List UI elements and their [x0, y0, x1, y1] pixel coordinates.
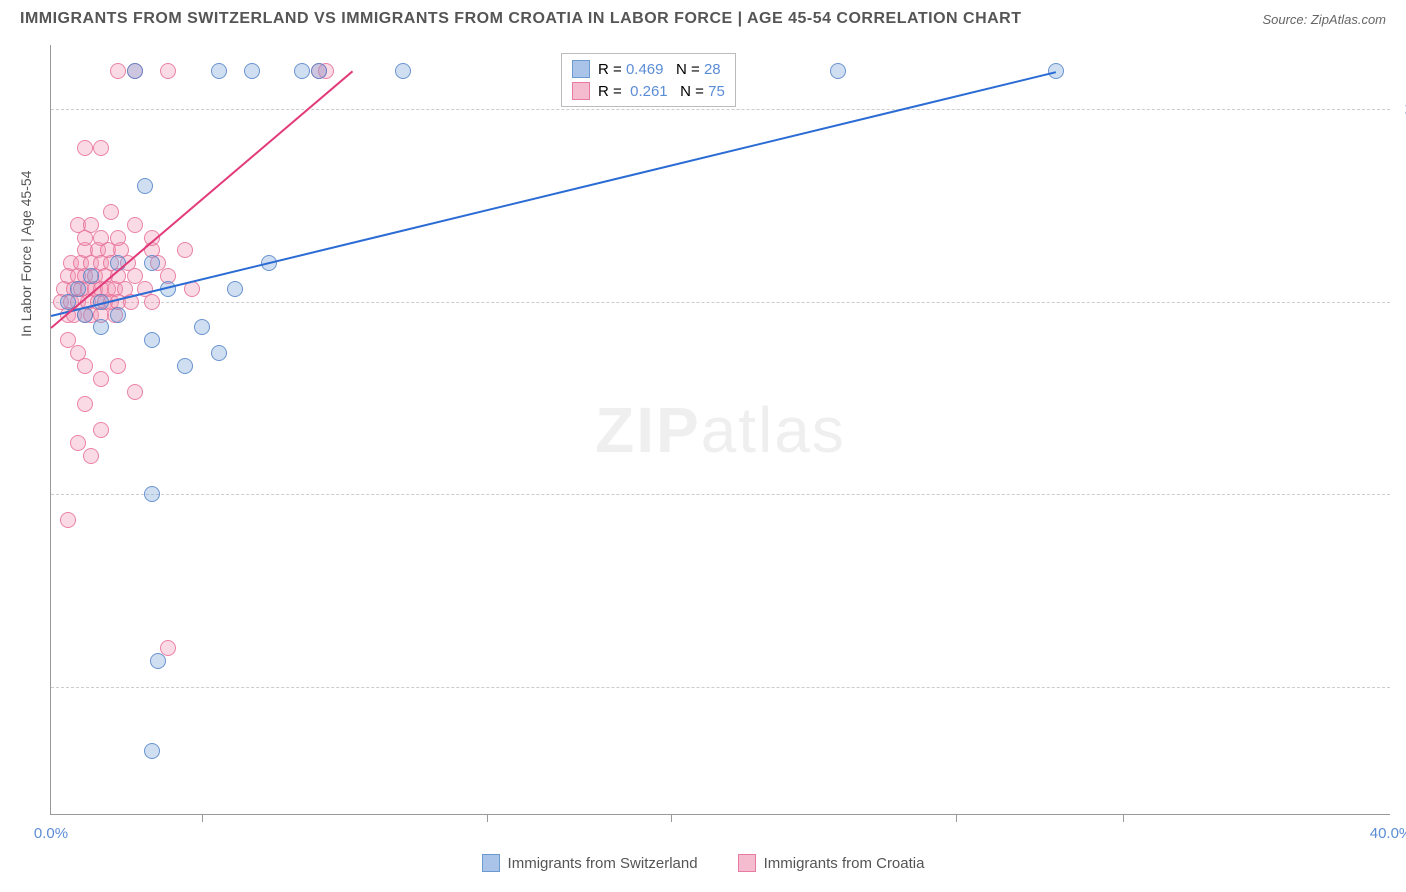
legend-label-a: Immigrants from Switzerland [508, 855, 698, 872]
legend-swatch-a-icon [482, 854, 500, 872]
data-point [177, 358, 193, 374]
data-point [110, 307, 126, 323]
xtick-label: 0.0% [34, 825, 68, 842]
data-point [137, 178, 153, 194]
stats-row-b: R = 0.261 N = 75 [572, 80, 725, 102]
stats-legend: R = 0.469 N = 28 R = 0.261 N = 75 [561, 53, 736, 107]
y-axis-label: In Labor Force | Age 45-54 [18, 171, 34, 337]
legend-item-a: Immigrants from Switzerland [482, 854, 698, 872]
data-point [93, 371, 109, 387]
data-point [70, 281, 86, 297]
legend-swatch-b-icon [738, 854, 756, 872]
data-point [194, 319, 210, 335]
data-point [77, 140, 93, 156]
data-point [150, 653, 166, 669]
data-point [127, 217, 143, 233]
data-point [144, 294, 160, 310]
chart-title: IMMIGRANTS FROM SWITZERLAND VS IMMIGRANT… [20, 10, 1022, 28]
data-point [83, 448, 99, 464]
xtick-minor [956, 814, 957, 822]
data-point [77, 396, 93, 412]
gridline-h [51, 302, 1390, 303]
watermark: ZIPatlas [595, 393, 846, 467]
xtick-minor [671, 814, 672, 822]
data-point [160, 63, 176, 79]
data-point [244, 63, 260, 79]
data-point [144, 486, 160, 502]
xtick-label: 40.0% [1370, 825, 1406, 842]
data-point [70, 435, 86, 451]
data-point [60, 512, 76, 528]
data-point [144, 255, 160, 271]
xtick-minor [487, 814, 488, 822]
stats-row-a: R = 0.469 N = 28 [572, 58, 725, 80]
data-point [177, 242, 193, 258]
data-point [77, 358, 93, 374]
data-point [110, 358, 126, 374]
source-attribution: Source: ZipAtlas.com [1262, 12, 1386, 27]
data-point [211, 345, 227, 361]
data-point [144, 332, 160, 348]
legend-item-b: Immigrants from Croatia [738, 854, 925, 872]
stats-text-b: R = 0.261 N = 75 [598, 83, 725, 100]
data-point [127, 63, 143, 79]
data-point [311, 63, 327, 79]
data-point [103, 204, 119, 220]
data-point [395, 63, 411, 79]
xtick-minor [202, 814, 203, 822]
data-point [93, 422, 109, 438]
trend-line [51, 71, 1056, 317]
data-point [110, 63, 126, 79]
gridline-h [51, 687, 1390, 688]
data-point [93, 230, 109, 246]
data-point [211, 63, 227, 79]
data-point [830, 63, 846, 79]
gridline-h [51, 494, 1390, 495]
data-point [1048, 63, 1064, 79]
data-point [227, 281, 243, 297]
data-point [127, 384, 143, 400]
xtick-minor [1123, 814, 1124, 822]
data-point [110, 230, 126, 246]
data-point [93, 140, 109, 156]
swatch-a-icon [572, 60, 590, 78]
stats-text-a: R = 0.469 N = 28 [598, 61, 721, 78]
swatch-b-icon [572, 82, 590, 100]
data-point [294, 63, 310, 79]
legend-label-b: Immigrants from Croatia [764, 855, 925, 872]
data-point [83, 268, 99, 284]
plot-area: ZIPatlas R = 0.469 N = 28 R = 0.261 N = … [50, 45, 1390, 815]
data-point [144, 743, 160, 759]
bottom-legend: Immigrants from Switzerland Immigrants f… [0, 854, 1406, 872]
data-point [93, 319, 109, 335]
gridline-h [51, 109, 1390, 110]
